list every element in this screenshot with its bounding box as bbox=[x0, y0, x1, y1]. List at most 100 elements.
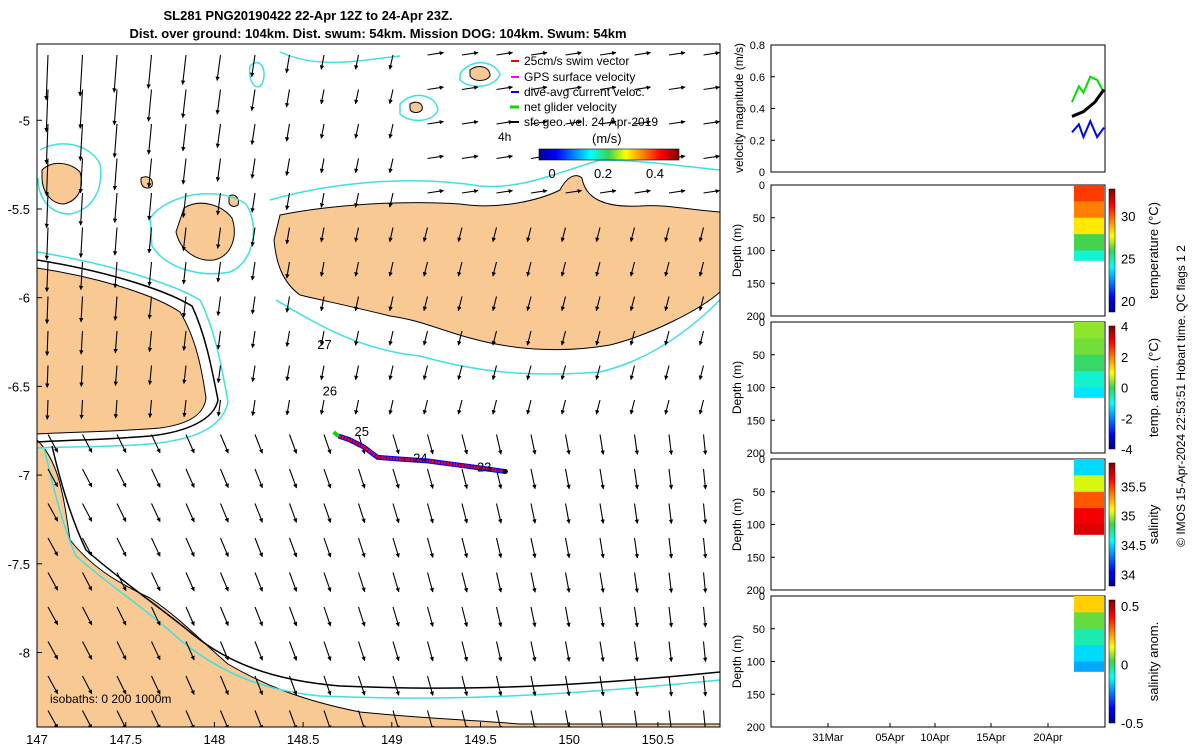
current-vector bbox=[664, 330, 670, 346]
current-vector bbox=[668, 468, 674, 490]
current-vector bbox=[530, 675, 537, 697]
day-label-4: 23 bbox=[477, 460, 491, 475]
current-vector bbox=[496, 119, 513, 125]
current-vector bbox=[354, 123, 360, 139]
current-vector bbox=[219, 503, 229, 523]
current-vector bbox=[185, 468, 195, 488]
current-vector bbox=[250, 123, 256, 145]
section-colorbar-tick-3: -2 bbox=[1121, 411, 1133, 426]
current-vector bbox=[629, 365, 636, 381]
current-vector bbox=[354, 261, 360, 277]
current-vector bbox=[599, 572, 605, 593]
current-vector bbox=[354, 399, 360, 415]
velocity-panel bbox=[770, 44, 1106, 173]
current-vector bbox=[461, 85, 479, 91]
current-vector bbox=[457, 227, 463, 243]
current-vector bbox=[284, 54, 291, 74]
section-ytick-label-0: 0 bbox=[759, 591, 765, 603]
current-vector bbox=[185, 434, 195, 454]
current-vector bbox=[44, 54, 49, 101]
current-vector bbox=[530, 188, 548, 194]
current-vector bbox=[702, 710, 708, 727]
map-xtick-label-3: 148.5 bbox=[287, 732, 320, 747]
current-vector bbox=[285, 123, 291, 142]
section-ytick-label-3: 150 bbox=[747, 689, 765, 701]
map-xtick-label-4: 149 bbox=[381, 732, 403, 747]
current-vector bbox=[595, 261, 601, 277]
current-vector bbox=[47, 503, 59, 522]
current-vector bbox=[426, 468, 434, 489]
map-ytick-label-0: -5 bbox=[18, 113, 30, 128]
current-vector bbox=[219, 537, 229, 558]
current-vector bbox=[595, 330, 601, 346]
vel-ytick-label-0: 0 bbox=[759, 167, 765, 179]
current-vector bbox=[457, 330, 463, 346]
current-vector bbox=[457, 365, 463, 381]
current-vector bbox=[388, 261, 394, 277]
section-ytick-label-1: 50 bbox=[753, 487, 765, 499]
current-vector bbox=[388, 158, 394, 174]
velocity-ylabel: velocity magnitude (m/s) bbox=[732, 43, 746, 173]
section-cell bbox=[1074, 354, 1104, 372]
current-vector bbox=[530, 572, 537, 593]
current-vector bbox=[254, 468, 263, 489]
current-vector bbox=[668, 641, 674, 662]
day-label-1: 26 bbox=[323, 383, 337, 398]
current-vector bbox=[595, 296, 601, 312]
map-xtick-label-6: 150 bbox=[558, 732, 580, 747]
current-vector bbox=[323, 537, 332, 558]
current-vector bbox=[78, 89, 84, 129]
map-colorbar bbox=[538, 148, 680, 161]
current-vector bbox=[633, 572, 639, 593]
section-colorbar-tick-1: 0 bbox=[1121, 657, 1128, 672]
map-legend: 25cm/s swim vector GPS surface velocity … bbox=[498, 54, 680, 181]
current-vector bbox=[44, 227, 50, 261]
section-colorbar-label: salinity bbox=[1146, 504, 1161, 544]
land-islet-4 bbox=[409, 101, 423, 113]
current-vector bbox=[427, 50, 444, 56]
current-vector bbox=[151, 675, 161, 695]
current-vector bbox=[323, 641, 332, 662]
current-vector bbox=[147, 365, 153, 386]
current-vector bbox=[565, 188, 582, 194]
section-frame bbox=[770, 184, 1106, 317]
section-cell bbox=[1074, 628, 1104, 646]
current-vector bbox=[702, 606, 708, 628]
current-vector bbox=[629, 399, 636, 415]
current-vector bbox=[250, 192, 256, 213]
vel-ytick-label-1: 0.2 bbox=[750, 135, 765, 147]
current-vector bbox=[285, 365, 291, 382]
current-vector bbox=[595, 227, 601, 243]
current-vector bbox=[357, 468, 366, 489]
current-vector bbox=[702, 537, 708, 559]
current-vector bbox=[388, 365, 394, 381]
map-colorbar-tick-2: 0.4 bbox=[646, 166, 664, 181]
map-ytick-label-1: -5.5 bbox=[8, 202, 30, 217]
current-vector bbox=[44, 296, 50, 324]
current-vector bbox=[216, 227, 222, 249]
current-vector bbox=[79, 330, 84, 355]
current-vector bbox=[181, 227, 187, 252]
current-vector bbox=[388, 54, 394, 70]
current-vector bbox=[185, 572, 195, 592]
current-vector bbox=[319, 261, 325, 277]
current-vector bbox=[147, 227, 153, 254]
current-vector bbox=[703, 188, 720, 194]
section-frame bbox=[770, 595, 1106, 728]
section-colorbar-tick-0: 4 bbox=[1121, 319, 1128, 334]
current-vector bbox=[560, 365, 567, 381]
land-mainland bbox=[37, 267, 207, 435]
current-vector bbox=[82, 572, 93, 591]
section-colorbar-tick-2: 20 bbox=[1121, 294, 1135, 309]
current-vector bbox=[629, 227, 636, 243]
current-vector bbox=[526, 399, 532, 415]
section-frame bbox=[770, 458, 1106, 591]
current-vector bbox=[633, 710, 639, 727]
current-vector bbox=[668, 675, 674, 697]
vel-ytick-label-4: 0.8 bbox=[750, 40, 765, 52]
section-colorbar bbox=[1108, 599, 1116, 724]
section-cell bbox=[1074, 508, 1104, 525]
current-vector bbox=[668, 50, 686, 56]
section-cell bbox=[1074, 596, 1104, 613]
